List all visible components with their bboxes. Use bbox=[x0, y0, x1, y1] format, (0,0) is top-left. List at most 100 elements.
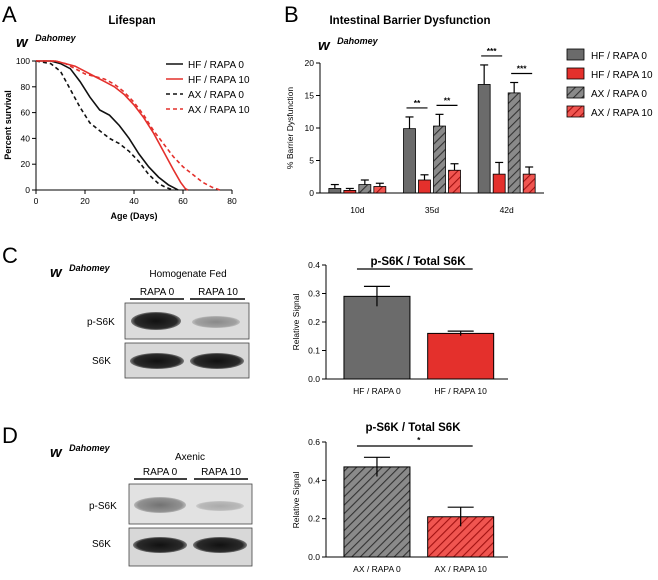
lifespan-legend-label-2: HF / RAPA 10 bbox=[188, 75, 250, 86]
lifespan-xtick-label: 0 bbox=[34, 196, 39, 206]
s6k-fed-title: p-S6K / Total S6K bbox=[371, 256, 467, 268]
genotype-base: w bbox=[318, 37, 331, 54]
panel-letter-b: B bbox=[284, 2, 299, 27]
band-d-phospho-rapa10 bbox=[196, 501, 244, 511]
s6k-2-ytick-label: 0.4 bbox=[308, 260, 320, 270]
lifespan-xtick-label: 60 bbox=[178, 196, 188, 206]
band-c-phospho-rapa10 bbox=[192, 316, 240, 328]
lane-label-c-2: RAPA 10 bbox=[198, 287, 238, 298]
s6k-significance-stars: * bbox=[417, 435, 421, 445]
lifespan-ytick-label: 60 bbox=[21, 108, 31, 118]
s6k-category-label-2: AX / RAPA 10 bbox=[435, 564, 488, 574]
genotype-superscript: Dahomey bbox=[337, 36, 379, 46]
lifespan-title: Lifespan bbox=[108, 15, 155, 27]
barrier-category-label: 35d bbox=[425, 205, 439, 215]
barrier-title: Intestinal Barrier Dysfunction bbox=[329, 15, 490, 27]
s6k-2-ytick-label: 0.0 bbox=[308, 374, 320, 384]
barrier-bar-35d-s2 bbox=[418, 179, 431, 194]
s6k-bar-1 bbox=[343, 466, 411, 558]
row-label-d-S6K: S6K bbox=[92, 539, 111, 550]
barrier-category-label: 10d bbox=[350, 205, 364, 215]
panel-letter-d: D bbox=[2, 423, 18, 448]
s6k-axenic-title: p-S6K / Total S6K bbox=[366, 422, 462, 434]
barrier-ytick-label: 5 bbox=[309, 156, 314, 166]
genotype-base: w bbox=[50, 444, 63, 461]
lifespan-legend-label-4: AX / RAPA 10 bbox=[188, 105, 250, 116]
barrier-legend-swatch-3 bbox=[566, 86, 585, 99]
panel-d: D w Dahomey Axenic RAPA 0 RAPA 10 p-S6K … bbox=[2, 422, 508, 574]
barrier-bar-42d-s2 bbox=[492, 173, 506, 194]
band-d-total-rapa10 bbox=[193, 537, 247, 553]
lifespan-line-2 bbox=[36, 60, 189, 191]
barrier-ytick-label: 15 bbox=[305, 91, 315, 101]
lane-label-c-1: RAPA 0 bbox=[140, 287, 175, 298]
barrier-legend-swatch-1 bbox=[566, 48, 585, 61]
row-label-c-S6K: S6K bbox=[92, 356, 111, 367]
lifespan-ylabel: Percent survival bbox=[3, 90, 13, 160]
lifespan-ytick-label: 40 bbox=[21, 133, 31, 143]
lane-label-d-2: RAPA 10 bbox=[201, 467, 241, 478]
lifespan-xtick-label: 20 bbox=[80, 196, 90, 206]
barrier-legend-label-1: HF / RAPA 0 bbox=[591, 51, 647, 62]
s6k-fed-ylabel: Relative Signal bbox=[291, 294, 301, 351]
genotype-superscript: Dahomey bbox=[35, 33, 77, 43]
barrier-bar-10d-s2 bbox=[343, 189, 357, 194]
barrier-bar-42d-s4 bbox=[522, 173, 536, 194]
s6k-fed-plot: 0.0 0.1 0.2 0.3 0.4 HF / RAPA 0 HF / RAPA 10 ** bbox=[308, 258, 508, 396]
s6k-2-ytick-label: 0.1 bbox=[308, 346, 320, 356]
barrier-bar-10d-s1 bbox=[328, 188, 342, 194]
panel-c: C w Dahomey Homogenate Fed RAPA 0 RAPA 1… bbox=[2, 243, 508, 396]
barrier-bar-10d-s4 bbox=[373, 186, 387, 194]
barrier-ylabel: % Barrier Dysfunction bbox=[285, 87, 295, 169]
band-d-phospho-rapa0 bbox=[134, 497, 186, 513]
s6k-category-label-2: HF / RAPA 10 bbox=[435, 386, 488, 396]
band-d-total-rapa0 bbox=[133, 537, 187, 553]
s6k-3-ytick-label: 0.2 bbox=[308, 514, 320, 524]
s6k-axenic-ylabel: Relative Signal bbox=[291, 472, 301, 529]
barrier-legend-label-2: HF / RAPA 10 bbox=[591, 70, 653, 81]
lifespan-ytick-label: 0 bbox=[25, 185, 30, 195]
lifespan-plot: 0 20 40 60 80 100 0 20 40 60 80 bbox=[16, 56, 237, 206]
genotype-label-b: w Dahomey bbox=[318, 36, 379, 54]
barrier-ytick-label: 10 bbox=[305, 123, 315, 133]
lifespan-legend-label-1: HF / RAPA 0 bbox=[188, 60, 244, 71]
s6k-category-label-1: HF / RAPA 0 bbox=[353, 386, 401, 396]
panel-b: B Intestinal Barrier Dysfunction w Dahom… bbox=[284, 2, 653, 215]
genotype-label-a: w Dahomey bbox=[16, 33, 77, 51]
lifespan-ytick-label: 80 bbox=[21, 82, 31, 92]
barrier-bar-35d-s4 bbox=[448, 169, 461, 194]
genotype-base: w bbox=[16, 34, 29, 51]
barrier-significance-stars: *** bbox=[487, 46, 498, 56]
lifespan-ytick-label: 100 bbox=[16, 56, 30, 66]
barrier-significance-stars: ** bbox=[414, 98, 421, 108]
s6k-3-ytick-label: 0.0 bbox=[308, 552, 320, 562]
blot-d-total bbox=[128, 527, 253, 567]
panel-letter-c: C bbox=[2, 243, 18, 268]
barrier-legend-label-4: AX / RAPA 10 bbox=[591, 108, 653, 119]
genotype-label-d: w Dahomey bbox=[50, 443, 111, 461]
s6k-2-ytick-label: 0.3 bbox=[308, 289, 320, 299]
barrier-legend-swatch-4 bbox=[566, 105, 585, 118]
blot-c-phospho bbox=[124, 302, 250, 340]
barrier-legend-swatch-2 bbox=[566, 67, 585, 80]
barrier-bar-35d-s1 bbox=[403, 128, 416, 194]
blot-header-c: Homogenate Fed bbox=[149, 269, 226, 280]
s6k-bar-2 bbox=[427, 332, 495, 380]
blot-header-d: Axenic bbox=[175, 452, 205, 463]
barrier-ytick-label: 20 bbox=[305, 58, 315, 68]
lifespan-line-4 bbox=[36, 60, 221, 191]
lifespan-line-1 bbox=[36, 60, 179, 191]
band-c-phospho-rapa0 bbox=[131, 312, 181, 330]
lane-label-d-1: RAPA 0 bbox=[143, 467, 178, 478]
barrier-legend: HF / RAPA 0 HF / RAPA 10 AX / RAPA 0 AX / R… bbox=[566, 48, 653, 119]
band-c-total-rapa0 bbox=[130, 353, 184, 369]
lifespan-legend-label-3: AX / RAPA 0 bbox=[188, 90, 244, 101]
barrier-significance-stars: ** bbox=[444, 95, 451, 105]
s6k-axenic-plot: 0.0 0.2 0.4 0.6 AX / RAPA 0 AX / RAPA 10 * bbox=[308, 435, 508, 574]
barrier-legend-label-3: AX / RAPA 0 bbox=[591, 89, 647, 100]
row-label-c-pS6K: p-S6K bbox=[87, 317, 115, 328]
genotype-label-c: w Dahomey bbox=[50, 263, 111, 281]
row-label-d-pS6K: p-S6K bbox=[89, 501, 117, 512]
